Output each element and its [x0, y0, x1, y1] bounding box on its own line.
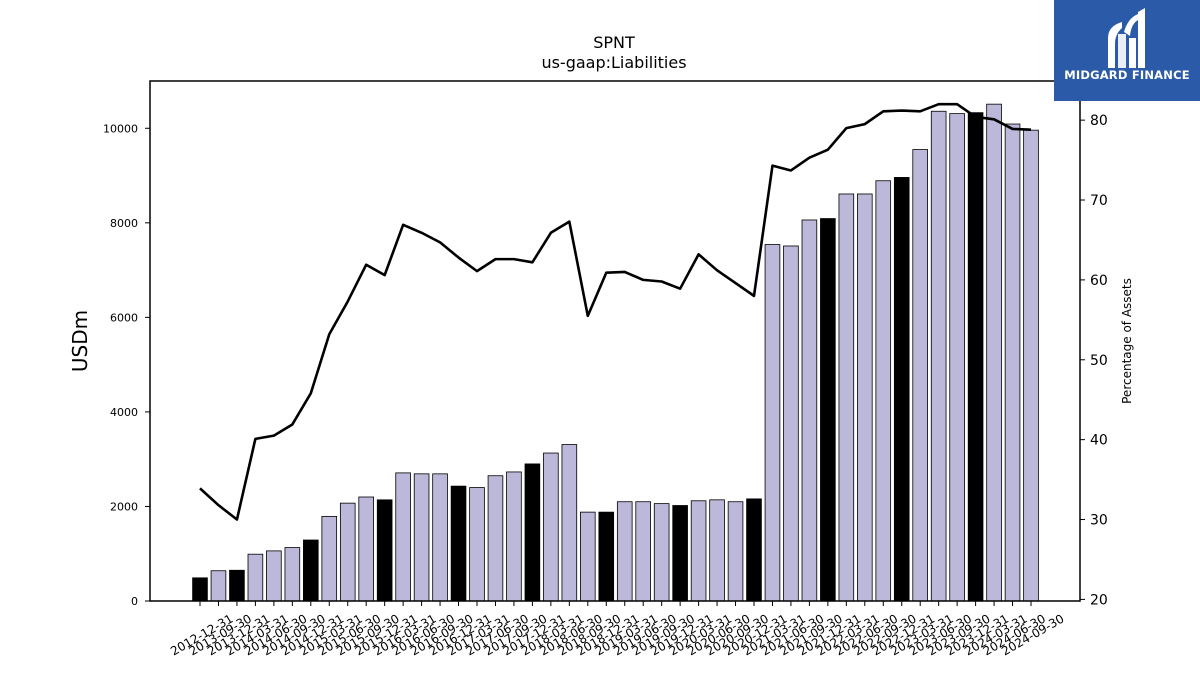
y-tick-label: 10000 — [103, 122, 138, 135]
y2-tick-label: 70 — [1090, 193, 1108, 209]
bar-2012-12-31 — [192, 577, 208, 602]
y2-tick-label: 20 — [1090, 592, 1108, 608]
y-tick-label: 4000 — [110, 406, 138, 419]
bar-2015-12-31 — [376, 499, 393, 602]
bar-2016-12-31 — [450, 485, 467, 602]
bar-2020-03-31 — [690, 500, 707, 602]
bar-2019-06-30 — [635, 501, 651, 602]
bar-2020-09-30 — [727, 501, 744, 602]
bar-2023-12-31 — [967, 112, 984, 602]
y-tick-label: 0 — [131, 595, 138, 608]
chart-subtitle: us-gaap:Liabilities — [541, 53, 686, 72]
bar-2015-03-31 — [321, 515, 338, 602]
bar-2013-12-31 — [229, 569, 245, 602]
y-tick-label: 2000 — [110, 500, 138, 513]
bar-2014-03-31 — [247, 553, 264, 602]
bar-2019-03-31 — [616, 501, 633, 602]
y2-axis-label: Percentage of Assets — [1120, 278, 1134, 404]
bar-2015-06-30 — [339, 502, 356, 602]
bar-2023-03-31 — [912, 149, 928, 602]
y2-tick-label: 80 — [1090, 113, 1108, 129]
y2-tick-label: 60 — [1090, 273, 1108, 289]
bar-2017-06-30 — [487, 475, 504, 602]
percentage-of-assets-line — [199, 102, 1032, 521]
x-axis: 2012-12-312013-09-302013-12-312014-03-31… — [168, 601, 1067, 658]
bar-2016-03-31 — [395, 472, 411, 602]
bar-2021-12-31 — [820, 218, 836, 602]
bar-2021-03-31 — [764, 244, 781, 602]
y2-tick-label: 30 — [1090, 513, 1108, 529]
bar-2022-03-31 — [838, 193, 855, 602]
bar-2017-12-31 — [524, 463, 541, 602]
bar-2017-03-31 — [469, 487, 485, 602]
bar-2018-03-31 — [543, 452, 559, 602]
bar-2024-09-30 — [1023, 129, 1039, 602]
bar-2013-09-30 — [210, 570, 227, 602]
bar-2014-06-30 — [266, 550, 282, 602]
bar-2022-12-31 — [893, 177, 910, 602]
bar-2016-06-30 — [413, 473, 430, 602]
bar-2015-09-30 — [358, 496, 374, 602]
chart-title: SPNT — [593, 33, 635, 52]
bar-2023-09-30 — [949, 113, 965, 602]
bar-2014-12-31 — [303, 539, 319, 602]
bar-2016-09-30 — [432, 473, 448, 602]
bar-2019-12-31 — [672, 505, 688, 602]
bar-2022-06-30 — [857, 193, 873, 602]
logo-brand-text: MIDGARD FINANCE — [1064, 68, 1190, 82]
bar-2014-09-30 — [284, 547, 301, 602]
bar-2024-06-30 — [1004, 123, 1021, 602]
y2-tick-label: 40 — [1090, 433, 1108, 449]
bar-2018-09-30 — [580, 511, 596, 602]
bar-2018-12-31 — [598, 511, 615, 602]
y-axis-label: USDm — [68, 310, 92, 372]
bar-2019-09-30 — [653, 503, 670, 602]
bar-2020-06-30 — [709, 499, 725, 602]
bar-2024-03-31 — [986, 103, 1002, 602]
y-tick-label: 8000 — [110, 217, 138, 230]
bar-2018-06-30 — [561, 444, 578, 602]
bar-2022-09-30 — [875, 180, 892, 602]
midgard-finance-logo: MIDGARD FINANCE — [1054, 0, 1200, 101]
y2-tick-label: 50 — [1090, 353, 1108, 369]
bar-series — [192, 103, 1039, 602]
midgard-logo-icon — [1108, 8, 1145, 68]
y-tick-label: 6000 — [110, 311, 138, 324]
bar-2020-12-31 — [746, 498, 762, 602]
y-axis-left: 0 2000 4000 6000 8000 10000 — [103, 122, 150, 608]
plot-frame — [149, 80, 1081, 602]
line-series — [199, 102, 1032, 521]
y-axis-right: 20 30 40 50 60 70 80 — [1080, 113, 1108, 608]
bar-2017-09-30 — [506, 471, 522, 602]
bar-2021-06-30 — [783, 245, 799, 602]
bar-2021-09-30 — [801, 219, 818, 602]
bar-2023-06-30 — [930, 110, 947, 602]
